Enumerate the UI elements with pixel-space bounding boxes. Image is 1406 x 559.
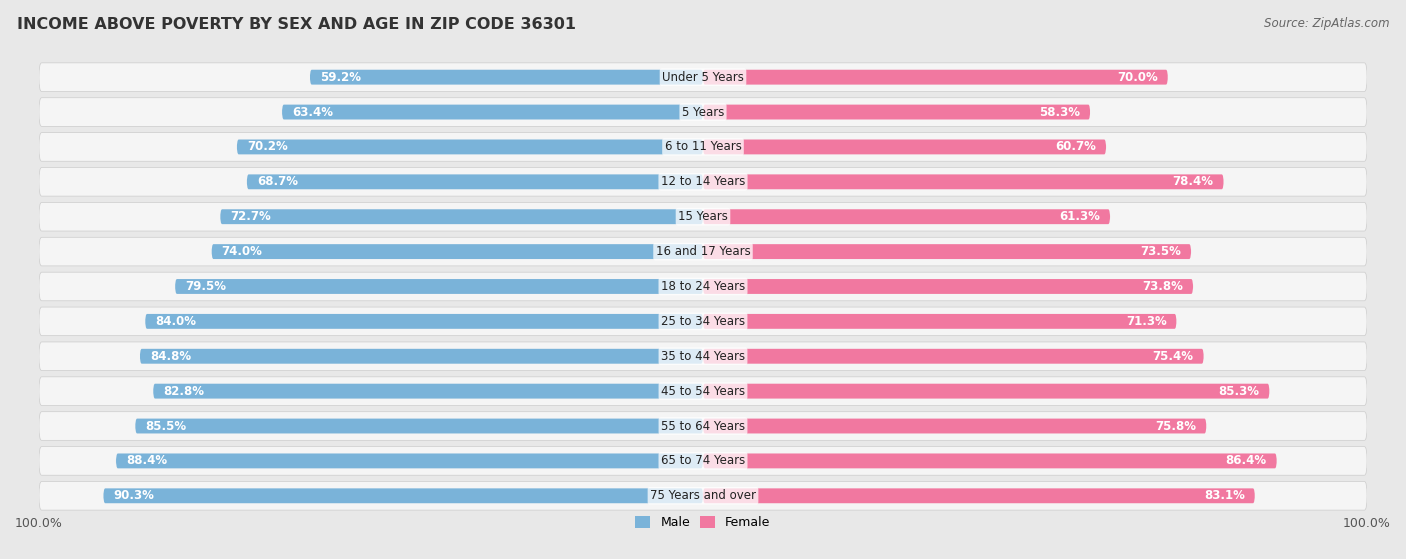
Text: 85.3%: 85.3% xyxy=(1219,385,1260,397)
FancyBboxPatch shape xyxy=(115,453,703,468)
Text: 82.8%: 82.8% xyxy=(163,385,204,397)
FancyBboxPatch shape xyxy=(39,237,1367,266)
FancyBboxPatch shape xyxy=(145,314,703,329)
Text: 58.3%: 58.3% xyxy=(1039,106,1080,119)
Text: 5 Years: 5 Years xyxy=(682,106,724,119)
Text: 16 and 17 Years: 16 and 17 Years xyxy=(655,245,751,258)
Text: INCOME ABOVE POVERTY BY SEX AND AGE IN ZIP CODE 36301: INCOME ABOVE POVERTY BY SEX AND AGE IN Z… xyxy=(17,17,576,32)
Text: 73.5%: 73.5% xyxy=(1140,245,1181,258)
Text: 68.7%: 68.7% xyxy=(257,176,298,188)
FancyBboxPatch shape xyxy=(703,314,1177,329)
Text: 71.3%: 71.3% xyxy=(1126,315,1167,328)
FancyBboxPatch shape xyxy=(39,132,1367,161)
Text: 35 to 44 Years: 35 to 44 Years xyxy=(661,350,745,363)
FancyBboxPatch shape xyxy=(703,140,1107,154)
FancyBboxPatch shape xyxy=(39,481,1367,510)
Text: 61.3%: 61.3% xyxy=(1059,210,1099,223)
Text: 65 to 74 Years: 65 to 74 Years xyxy=(661,454,745,467)
Text: 72.7%: 72.7% xyxy=(231,210,271,223)
Text: 85.5%: 85.5% xyxy=(145,419,187,433)
FancyBboxPatch shape xyxy=(39,412,1367,440)
Text: 25 to 34 Years: 25 to 34 Years xyxy=(661,315,745,328)
Text: 12 to 14 Years: 12 to 14 Years xyxy=(661,176,745,188)
FancyBboxPatch shape xyxy=(135,419,703,433)
Text: 86.4%: 86.4% xyxy=(1226,454,1267,467)
FancyBboxPatch shape xyxy=(309,70,703,84)
Text: 59.2%: 59.2% xyxy=(319,70,361,84)
FancyBboxPatch shape xyxy=(703,105,1090,120)
FancyBboxPatch shape xyxy=(39,272,1367,301)
Text: 84.0%: 84.0% xyxy=(155,315,197,328)
Legend: Male, Female: Male, Female xyxy=(630,511,776,534)
FancyBboxPatch shape xyxy=(104,489,703,503)
Text: 18 to 24 Years: 18 to 24 Years xyxy=(661,280,745,293)
FancyBboxPatch shape xyxy=(703,244,1191,259)
FancyBboxPatch shape xyxy=(211,244,703,259)
Text: 90.3%: 90.3% xyxy=(114,489,155,503)
FancyBboxPatch shape xyxy=(153,383,703,399)
Text: 75.8%: 75.8% xyxy=(1156,419,1197,433)
Text: 78.4%: 78.4% xyxy=(1173,176,1213,188)
Text: 75 Years and over: 75 Years and over xyxy=(650,489,756,503)
FancyBboxPatch shape xyxy=(703,70,1168,84)
FancyBboxPatch shape xyxy=(39,342,1367,371)
Text: 88.4%: 88.4% xyxy=(127,454,167,467)
FancyBboxPatch shape xyxy=(39,168,1367,196)
FancyBboxPatch shape xyxy=(703,209,1111,224)
FancyBboxPatch shape xyxy=(39,63,1367,92)
Text: 73.8%: 73.8% xyxy=(1142,280,1182,293)
FancyBboxPatch shape xyxy=(236,140,703,154)
Text: 79.5%: 79.5% xyxy=(186,280,226,293)
Text: 74.0%: 74.0% xyxy=(222,245,263,258)
FancyBboxPatch shape xyxy=(221,209,703,224)
FancyBboxPatch shape xyxy=(39,307,1367,335)
FancyBboxPatch shape xyxy=(703,489,1254,503)
Text: 75.4%: 75.4% xyxy=(1153,350,1194,363)
Text: 45 to 54 Years: 45 to 54 Years xyxy=(661,385,745,397)
FancyBboxPatch shape xyxy=(283,105,703,120)
Text: 15 Years: 15 Years xyxy=(678,210,728,223)
FancyBboxPatch shape xyxy=(39,202,1367,231)
FancyBboxPatch shape xyxy=(247,174,703,190)
FancyBboxPatch shape xyxy=(703,174,1223,190)
FancyBboxPatch shape xyxy=(39,447,1367,475)
Text: 60.7%: 60.7% xyxy=(1056,140,1097,153)
Text: 55 to 64 Years: 55 to 64 Years xyxy=(661,419,745,433)
Text: Source: ZipAtlas.com: Source: ZipAtlas.com xyxy=(1264,17,1389,30)
FancyBboxPatch shape xyxy=(39,377,1367,405)
FancyBboxPatch shape xyxy=(703,419,1206,433)
Text: 6 to 11 Years: 6 to 11 Years xyxy=(665,140,741,153)
FancyBboxPatch shape xyxy=(139,349,703,364)
Text: 70.0%: 70.0% xyxy=(1118,70,1159,84)
Text: 63.4%: 63.4% xyxy=(292,106,333,119)
FancyBboxPatch shape xyxy=(176,279,703,294)
Text: 70.2%: 70.2% xyxy=(247,140,288,153)
FancyBboxPatch shape xyxy=(703,383,1270,399)
FancyBboxPatch shape xyxy=(703,349,1204,364)
Text: Under 5 Years: Under 5 Years xyxy=(662,70,744,84)
FancyBboxPatch shape xyxy=(39,98,1367,126)
FancyBboxPatch shape xyxy=(703,453,1277,468)
Text: 83.1%: 83.1% xyxy=(1204,489,1244,503)
Text: 84.8%: 84.8% xyxy=(150,350,191,363)
FancyBboxPatch shape xyxy=(703,279,1194,294)
